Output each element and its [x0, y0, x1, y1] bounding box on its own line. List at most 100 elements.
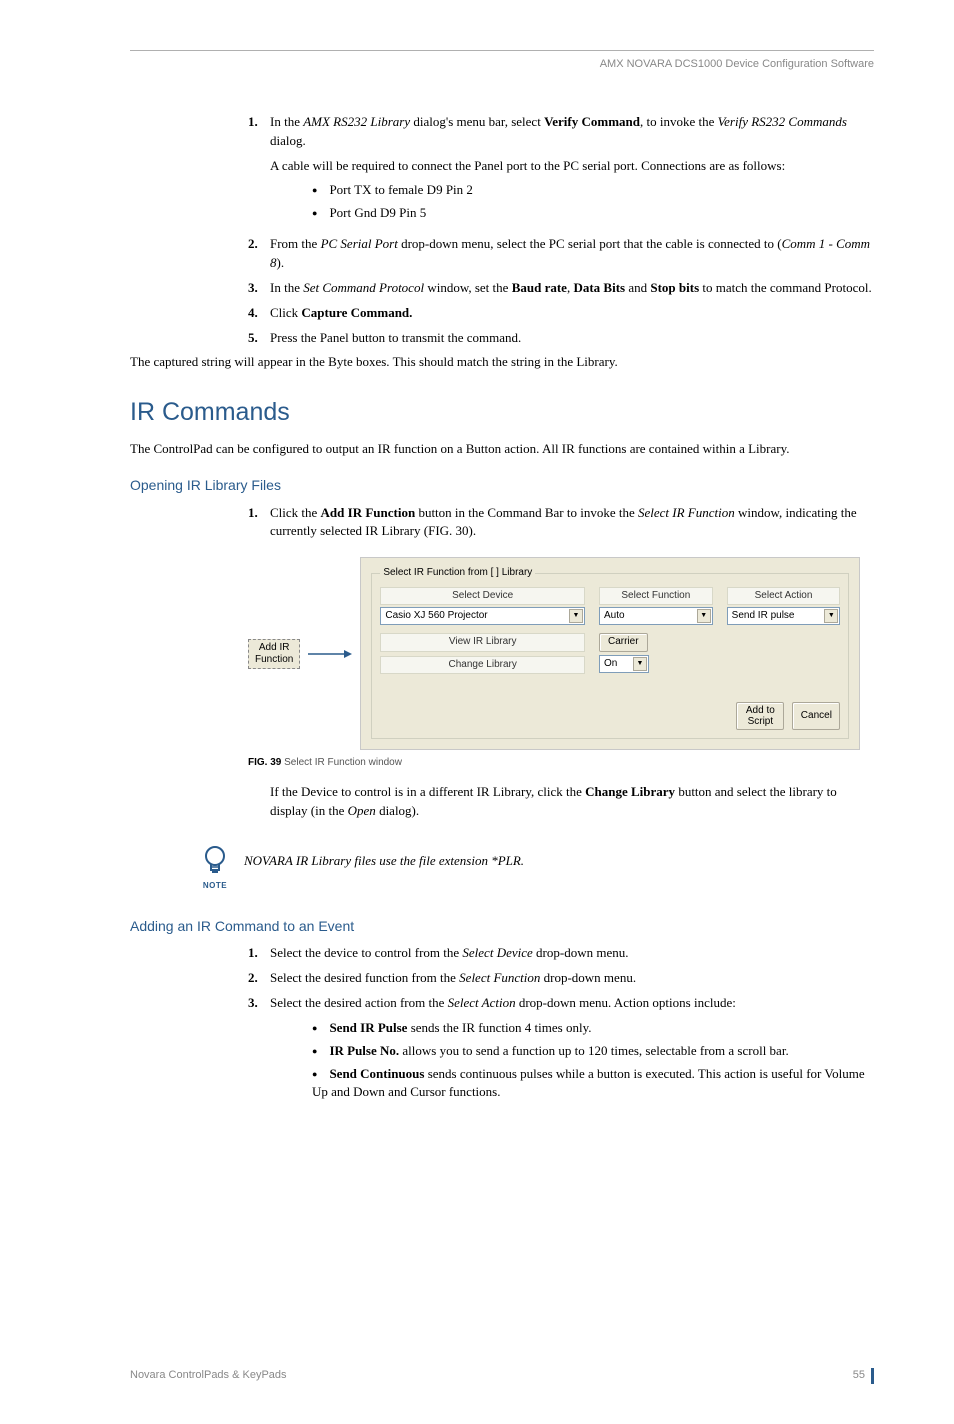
text: allows you to send a function up to 120 …	[399, 1043, 789, 1058]
text: ).	[277, 255, 285, 270]
step-num: 3.	[248, 279, 270, 298]
step-num: 1.	[248, 113, 270, 229]
text: drop-down menu, select the PC serial por…	[398, 236, 782, 251]
step-num: 4.	[248, 304, 270, 323]
ir-commands-heading: IR Commands	[130, 394, 874, 430]
text-bold: Send IR Pulse	[329, 1020, 407, 1035]
bullet: Send Continuous sends continuous pulses …	[312, 1065, 874, 1103]
text: Click	[270, 305, 301, 320]
dropdown-value: Auto	[604, 609, 625, 624]
fig-text: Select IR Function window	[281, 757, 402, 768]
text-bold: Send Continuous	[329, 1066, 424, 1081]
button-label: Add IRFunction	[255, 642, 293, 665]
text: to match the command Protocol.	[699, 280, 872, 295]
text: drop-down menu. Action options include:	[516, 995, 736, 1010]
text: Select the desired function from the	[270, 970, 459, 985]
text: From the	[270, 236, 321, 251]
text-italic: Select IR Function	[638, 505, 735, 520]
bullet: Send IR Pulse sends the IR function 4 ti…	[312, 1019, 874, 1038]
text: In the	[270, 280, 303, 295]
action-bullets: Send IR Pulse sends the IR function 4 ti…	[270, 1019, 874, 1102]
select-function-dropdown[interactable]: Auto ▼	[599, 607, 713, 625]
text: dialog.	[270, 133, 306, 148]
footer-title: Novara ControlPads & KeyPads	[130, 1368, 287, 1384]
adding-ir-heading: Adding an IR Command to an Event	[130, 916, 874, 936]
text: button in the Command Bar to invoke the	[415, 505, 638, 520]
page-header: AMX NOVARA DCS1000 Device Configuration …	[130, 57, 874, 73]
select-ir-function-dialog: Select IR Function from [ ] Library Sele…	[360, 557, 860, 750]
step-num: 1.	[248, 504, 270, 542]
select-action-dropdown[interactable]: Send IR pulse ▼	[727, 607, 841, 625]
text-italic: Set Command Protocol	[303, 280, 424, 295]
chevron-down-icon: ▼	[697, 609, 711, 623]
chevron-down-icon: ▼	[824, 609, 838, 623]
chevron-down-icon: ▼	[569, 609, 583, 623]
step-num: 1.	[248, 944, 270, 963]
lightbulb-icon	[201, 844, 229, 878]
bullet: IR Pulse No. allows you to send a functi…	[312, 1042, 874, 1061]
text-italic: Verify RS232 Commands	[718, 114, 847, 129]
step-num: 2.	[248, 969, 270, 988]
carrier-button[interactable]: Carrier	[599, 633, 648, 652]
dropdown-value: Casio XJ 560 Projector	[385, 609, 487, 624]
after-figure-para: If the Device to control is in a differe…	[270, 783, 874, 821]
header-rule	[130, 50, 874, 51]
text-bold: Stop bits	[650, 280, 699, 295]
select-action-header: Select Action	[727, 587, 841, 606]
view-ir-library-button[interactable]: View IR Library	[380, 633, 585, 652]
select-function-header: Select Function	[599, 587, 713, 606]
text-bold: Add IR Function	[321, 505, 416, 520]
note-icon: NOTE	[186, 844, 244, 892]
port-bullets: Port TX to female D9 Pin 2 Port Gnd D9 P…	[270, 181, 874, 223]
text-bold: Verify Command	[544, 114, 640, 129]
text: Click the	[270, 505, 321, 520]
bullet: Port TX to female D9 Pin 2	[312, 181, 874, 200]
adding-steps: 1. Select the device to control from the…	[248, 944, 874, 1108]
text-italic: PC Serial Port	[321, 236, 398, 251]
cancel-button[interactable]: Cancel	[792, 702, 840, 730]
add-step-3: 3. Select the desired action from the Se…	[248, 994, 874, 1108]
add-step-2: 2. Select the desired function from the …	[248, 969, 874, 988]
dropdown-value: On	[604, 657, 617, 672]
text-bold: Baud rate	[512, 280, 567, 295]
text: Select the desired action from the	[270, 995, 448, 1010]
arrow-icon	[308, 648, 352, 660]
page-footer: Novara ControlPads & KeyPads 55	[130, 1368, 874, 1384]
step-3: 3. In the Set Command Protocol window, s…	[248, 279, 874, 298]
text: Press the Panel button to transmit the c…	[270, 329, 874, 348]
select-device-dropdown[interactable]: Casio XJ 560 Projector ▼	[380, 607, 585, 625]
text: In the	[270, 114, 303, 129]
opening-ir-heading: Opening IR Library Files	[130, 475, 874, 495]
add-ir-function-button[interactable]: Add IRFunction	[248, 639, 300, 669]
text-italic: Select Action	[448, 995, 516, 1010]
figure-caption: FIG. 39 Select IR Function window	[248, 756, 874, 771]
page-number: 55	[853, 1368, 874, 1384]
text: and	[625, 280, 650, 295]
text-bold: Capture Command.	[301, 305, 412, 320]
text: dialog).	[376, 803, 419, 818]
step-num: 2.	[248, 235, 270, 273]
text: , to invoke the	[640, 114, 718, 129]
text-bold: Data Bits	[573, 280, 625, 295]
dropdown-value: Send IR pulse	[732, 609, 795, 624]
opening-steps: 1. Click the Add IR Function button in t…	[248, 504, 874, 542]
captured-string-para: The captured string will appear in the B…	[130, 353, 874, 372]
text-bold: IR Pulse No.	[329, 1043, 399, 1058]
step-subtext: A cable will be required to connect the …	[270, 157, 874, 176]
text: drop-down menu.	[533, 945, 629, 960]
step-4: 4. Click Capture Command.	[248, 304, 874, 323]
add-to-script-button[interactable]: Add toScript	[736, 702, 784, 730]
figure-39: Add IRFunction Select IR Function from […	[248, 557, 874, 771]
text: sends the IR function 4 times only.	[407, 1020, 591, 1035]
text: dialog's menu bar, select	[410, 114, 544, 129]
change-library-button[interactable]: Change Library	[380, 656, 585, 675]
step-5: 5. Press the Panel button to transmit th…	[248, 329, 874, 348]
carrier-dropdown[interactable]: On ▼	[599, 655, 649, 673]
chevron-down-icon: ▼	[633, 657, 647, 671]
text-italic: AMX RS232 Library	[303, 114, 410, 129]
text: Select the device to control from the	[270, 945, 462, 960]
text-italic: Select Function	[459, 970, 540, 985]
step-1: 1. In the AMX RS232 Library dialog's men…	[248, 113, 874, 229]
step-num: 5.	[248, 329, 270, 348]
text-bold: Change Library	[585, 784, 675, 799]
